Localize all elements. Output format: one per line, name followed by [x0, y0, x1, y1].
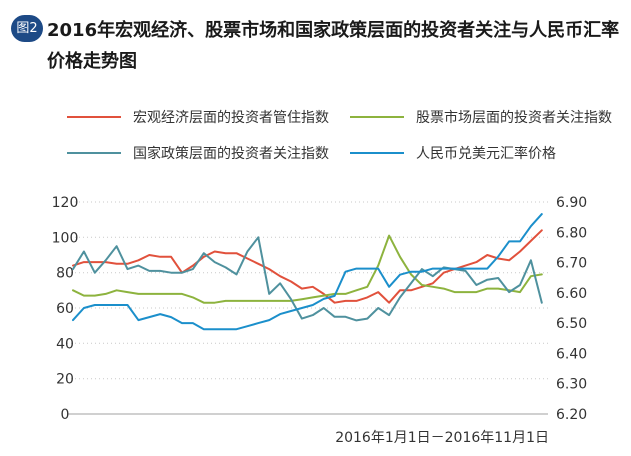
series-line-stock-market-attention	[72, 234, 543, 304]
left-y-axis: 0 20 40 60 80 100 120	[52, 195, 79, 423]
y-right-tick-label: 6.70	[556, 256, 587, 272]
y-left-tick-label: 0	[61, 407, 70, 423]
right-y-axis: 6.20 6.30 6.40 6.50 6.60 6.70 6.80 6.90	[556, 195, 587, 423]
chart-title: 2016年宏观经济、股票市场和国家政策层面的投资者关注与人民币汇率价格走势图	[47, 20, 620, 72]
y-right-tick-label: 6.40	[556, 346, 587, 362]
legend-swatch	[67, 116, 121, 118]
legend-item-rmb-usd-rate: 人民币兑美元汇率价格	[350, 144, 556, 162]
legend-label: 国家政策层面的投资者关注指数	[133, 146, 329, 162]
legend-swatch	[350, 152, 404, 154]
y-left-tick-label: 80	[56, 266, 74, 282]
y-left-tick-label: 20	[56, 372, 74, 388]
y-right-tick-label: 6.30	[556, 377, 587, 393]
y-right-tick-label: 6.20	[556, 407, 587, 423]
y-left-tick-label: 100	[52, 230, 79, 246]
legend-label: 股票市场层面的投资者关注指数	[416, 110, 612, 126]
y-right-tick-label: 6.80	[556, 225, 587, 241]
y-left-tick-label: 120	[52, 195, 79, 211]
legend-swatch	[350, 116, 404, 118]
y-right-tick-label: 6.90	[556, 195, 587, 211]
figure-number: 图2	[16, 21, 38, 36]
legend-item-policy-attention: 国家政策层面的投资者关注指数	[67, 144, 329, 162]
series-line-macro-attention	[72, 229, 543, 304]
legend-item-stock-market-attention: 股票市场层面的投资者关注指数	[350, 108, 612, 126]
legend-swatch	[67, 152, 121, 154]
figure-number-badge: 图2	[11, 15, 43, 42]
gridlines	[67, 201, 548, 380]
series-lines	[72, 213, 543, 331]
x-axis-range-label: 2016年1月1日－2016年11月1日	[335, 430, 549, 446]
legend-label: 人民币兑美元汇率价格	[416, 146, 556, 162]
legend-label: 宏观经济层面的投资者管住指数	[133, 110, 329, 126]
series-line-rmb-usd-rate	[72, 213, 543, 331]
series-line-policy-attention	[72, 236, 543, 322]
y-right-tick-label: 6.60	[556, 286, 587, 302]
y-left-tick-label: 40	[56, 336, 74, 352]
legend-item-macro-attention: 宏观经济层面的投资者管住指数	[67, 108, 329, 126]
y-right-tick-label: 6.50	[556, 316, 587, 332]
y-left-tick-label: 60	[56, 301, 74, 317]
